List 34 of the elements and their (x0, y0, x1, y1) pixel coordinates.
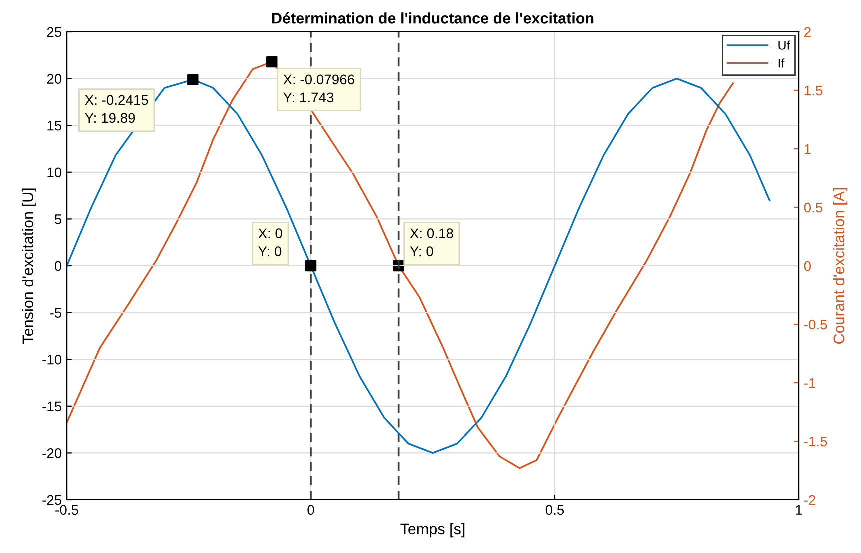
y-axis-title: Tension d'excitation [U] (22, 188, 37, 344)
y2-tick-label: -1 (804, 378, 816, 388)
y-tick-label: 10 (48, 168, 62, 178)
y2-tick-label: 1 (804, 144, 811, 154)
y2-tick-label: 0 (804, 261, 812, 272)
y2-tick-label: 1.5 (804, 86, 823, 96)
annotation: X: -0.07966 Y: 1.743 (284, 74, 354, 103)
y2-tick-label: -1.5 (804, 436, 828, 447)
annotation: X: 0.18 Y: 0 (410, 228, 454, 256)
annotation: X: -0.2415 Y: 19.89 (85, 95, 148, 124)
y2-tick-label: 2 (804, 27, 811, 38)
y2-tick-label: -2 (804, 495, 816, 506)
y-tick-label: -5 (50, 308, 62, 318)
y-tick-label: 20 (47, 74, 62, 84)
y-tick-label: -20 (42, 448, 62, 458)
x-tick-label: 0.5 (546, 505, 564, 516)
y-tick-label: 25 (47, 27, 62, 38)
y2-axis-title: Courant d'excitation [A] (833, 188, 848, 344)
x-tick-label: -0.5 (56, 505, 78, 516)
y2-tick-label: -0.5 (804, 320, 828, 330)
legend-label: If (778, 58, 785, 68)
x-axis-title: Temps [s] (400, 523, 465, 538)
y-tick-label: 15 (48, 121, 62, 131)
y-tick-label: 0 (54, 261, 62, 272)
y-tick-label: -15 (42, 402, 62, 412)
x-tick-label: 1 (796, 505, 802, 515)
annotation: X: 0 Y: 0 (258, 228, 282, 256)
chart-title: Détermination de l'inductance de l'excitation (272, 12, 594, 24)
y-tick-label: 5 (54, 214, 62, 224)
y2-tick-label: 0.5 (804, 202, 823, 213)
x-tick-label: 0 (308, 505, 314, 516)
legend-label: Uf (778, 40, 790, 50)
y-tick-label: -10 (42, 354, 62, 365)
y-tick-label: -25 (42, 495, 62, 506)
